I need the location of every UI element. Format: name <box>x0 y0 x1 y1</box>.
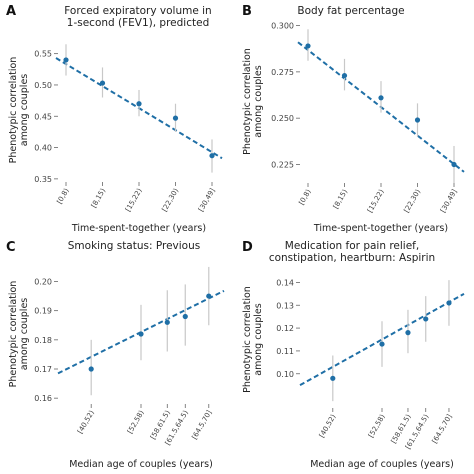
data-point <box>423 316 429 322</box>
y-tick-label: 0.13 <box>276 301 294 310</box>
y-tick-label: 0.19 <box>34 307 52 316</box>
y-tick-label: 0.10 <box>276 370 294 379</box>
chart-title-line: Smoking status: Previous <box>68 240 201 252</box>
data-point <box>414 117 421 123</box>
x-tick-label: [22,30) <box>403 188 423 214</box>
x-tick-label: [40,52) <box>76 409 96 435</box>
data-point <box>330 375 336 381</box>
data-point <box>341 72 348 79</box>
data-point <box>136 101 142 107</box>
x-tick-label: [15,22) <box>124 187 144 213</box>
x-tick-label: [0,8) <box>297 188 312 207</box>
y-axis-label: Phenotypic correlationamong couples <box>8 57 30 164</box>
y-tick-label: 0.275 <box>271 68 294 77</box>
x-axis-label: Time-spent-together (years) <box>313 223 448 234</box>
trend-line <box>299 292 465 387</box>
data-point <box>379 341 385 347</box>
x-tick-label: [30,49] <box>439 188 459 214</box>
y-tick-label: 0.14 <box>276 278 294 287</box>
x-tick-label: [15,22) <box>366 188 386 214</box>
x-axis-label: Median age of couples (years) <box>69 459 213 470</box>
y-tick-label: 0.16 <box>34 394 52 403</box>
data-point <box>63 57 69 63</box>
x-tick-label: [8,15) <box>90 187 108 209</box>
chart-title-line: Body fat percentage <box>297 5 404 17</box>
y-tick-label: 0.18 <box>34 336 52 345</box>
x-tick-label: [64.5,70] <box>190 409 213 441</box>
data-point <box>182 313 188 320</box>
y-tick-label: 0.45 <box>34 112 52 121</box>
y-axis-label-line: Phenotypic correlation <box>8 281 19 388</box>
panel-a: A Forced expiratory volume in1-second (FE… <box>6 4 223 234</box>
data-point <box>164 319 170 325</box>
y-tick-label: 0.50 <box>34 81 52 90</box>
data-point <box>446 300 452 306</box>
data-point <box>99 80 106 86</box>
panel-b: B Body fat percentage 0.225 0.250 0.275 0.300… <box>242 4 465 234</box>
x-axis-label: Median age of couples (years) <box>310 459 454 470</box>
y-tick-label: 0.35 <box>34 175 52 184</box>
y-tick-label: 0.250 <box>271 114 294 123</box>
y-axis-label-line: among couples <box>19 298 30 371</box>
panel-letter: C <box>6 240 16 255</box>
y-tick-label: 0.12 <box>276 324 294 333</box>
data-point <box>305 43 311 49</box>
y-axis-label-line: Phenotypic correlation <box>8 57 19 164</box>
data-point <box>451 161 457 168</box>
data-point <box>172 115 179 121</box>
data-point <box>209 153 215 159</box>
data-point <box>378 95 384 101</box>
x-tick-label: [30,49] <box>197 187 217 213</box>
y-tick-label: 0.40 <box>34 144 52 153</box>
y-tick-label: 0.55 <box>34 50 52 59</box>
chart-title-line: Medication for pain relief, <box>285 240 419 252</box>
x-tick-label: [52,58) <box>126 409 146 435</box>
data-point <box>88 366 94 372</box>
chart-title-line: constipation, heartburn: Aspirin <box>269 252 435 264</box>
y-tick-label: 0.300 <box>271 22 294 31</box>
data-point <box>138 331 144 337</box>
y-tick-label: 0.11 <box>276 347 294 356</box>
x-tick-label: [22,30) <box>161 187 181 213</box>
chart-title-line: Forced expiratory volume in <box>64 5 211 17</box>
data-point <box>405 330 411 336</box>
panel-d: D Medication for pain relief,constipation… <box>242 240 465 470</box>
y-axis-label-line: among couples <box>253 303 264 376</box>
data-point <box>206 293 212 299</box>
x-tick-label: [64.5,70] <box>431 413 454 445</box>
y-tick-label: 0.20 <box>34 278 52 287</box>
panel-c: C Smoking status: Previous 0.16 0.17 0.18 0.1… <box>6 240 225 470</box>
y-axis-label-line: Phenotypic correlation <box>242 48 253 155</box>
panel-letter: A <box>6 4 16 19</box>
y-tick-label: 0.17 <box>34 365 52 374</box>
y-axis-label-line: among couples <box>19 74 30 147</box>
panel-letter: D <box>242 240 253 255</box>
y-axis-label: Phenotypic correlationamong couples <box>242 48 264 155</box>
y-axis-label-line: among couples <box>253 65 264 138</box>
y-tick-label: 0.225 <box>271 160 294 169</box>
x-tick-label: [0,8) <box>55 187 70 206</box>
x-tick-label: [40,52) <box>318 413 338 439</box>
x-axis-label: Time-spent-together (years) <box>71 223 206 234</box>
y-axis-label-line: Phenotypic correlation <box>242 286 253 393</box>
y-axis-label: Phenotypic correlationamong couples <box>242 286 264 393</box>
x-tick-label: [52,58) <box>367 413 387 439</box>
chart-title-line: 1-second (FEV1), predicted <box>67 17 209 29</box>
y-axis-label: Phenotypic correlationamong couples <box>8 281 30 388</box>
panel-letter: B <box>242 4 252 19</box>
x-tick-label: [8,15) <box>332 188 350 210</box>
